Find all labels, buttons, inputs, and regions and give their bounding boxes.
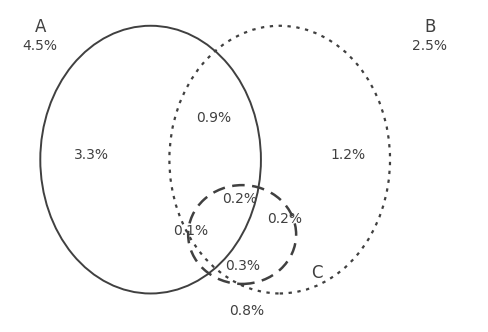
Text: A: A [35,18,46,37]
Text: 0.3%: 0.3% [224,259,259,273]
Text: 0.2%: 0.2% [266,211,301,225]
Text: B: B [424,18,435,37]
Text: 1.2%: 1.2% [329,148,365,162]
Text: 0.1%: 0.1% [173,224,208,238]
Text: 4.5%: 4.5% [23,40,58,53]
Text: 3.3%: 3.3% [74,148,109,162]
Text: 2.5%: 2.5% [411,40,447,53]
Text: 0.9%: 0.9% [196,111,231,125]
Text: C: C [311,264,323,282]
Text: 0.8%: 0.8% [229,304,264,318]
Text: 0.2%: 0.2% [222,193,257,207]
